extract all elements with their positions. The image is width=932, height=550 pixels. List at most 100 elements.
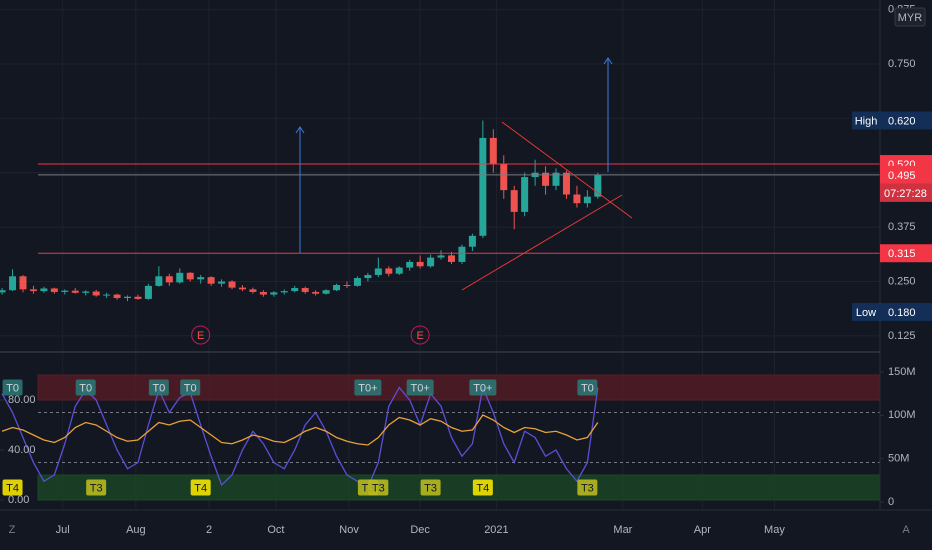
signal-label: T3 [372, 482, 385, 494]
candle-body [228, 281, 236, 288]
osc-tick-label: 0.00 [8, 494, 29, 506]
signal-label: T4 [6, 482, 19, 494]
vol-tick-label: 50M [888, 453, 909, 465]
candle-body [353, 278, 361, 286]
signal-box [577, 379, 598, 396]
x-tick-label: 2021 [484, 524, 508, 536]
signal-label: T0 [152, 382, 165, 394]
candle-body [468, 235, 476, 247]
price-tag-name-box [852, 302, 880, 321]
price-tag [880, 302, 932, 321]
countdown: 07:27:28 [884, 188, 927, 200]
x-tick-label: Apr [694, 524, 711, 536]
price-tag-name: Low [856, 307, 876, 319]
x-tick-label: May [764, 524, 785, 536]
candle-body [374, 268, 382, 275]
candle-body [238, 287, 246, 290]
oscillator-line [1, 385, 599, 489]
auto-scale-button[interactable]: A [902, 524, 910, 536]
osc-tick-label: 80.00 [8, 394, 36, 406]
candle-body [364, 274, 372, 279]
candle-body [9, 276, 17, 291]
signal-label: T0 [79, 382, 92, 394]
signal-box [406, 379, 434, 396]
currency-box[interactable] [894, 7, 926, 27]
candle-body [500, 164, 508, 191]
candle-body [521, 177, 529, 212]
oscillator-line [1, 414, 599, 446]
candle-body [124, 296, 132, 299]
signal-box [354, 379, 382, 396]
event-marker [191, 325, 211, 345]
event-label: E [416, 330, 423, 342]
candle-body [343, 284, 351, 286]
candle-body [280, 291, 288, 293]
signal-box [420, 479, 441, 496]
candle-body [218, 281, 226, 284]
signal-label: T0 [6, 382, 19, 394]
price-tag [880, 244, 932, 263]
candle-body [29, 289, 37, 292]
signal-box [148, 379, 169, 396]
candle-body [113, 294, 121, 299]
candle-body [176, 272, 184, 283]
price-tag-label: 0.180 [888, 307, 916, 319]
signal-label: T3 [424, 482, 437, 494]
arrow-head [603, 57, 613, 65]
signal-box [472, 479, 493, 496]
vol-tick-label: 100M [888, 409, 916, 421]
candle-body [40, 288, 48, 292]
x-tick-label: Oct [267, 524, 284, 536]
candle-body [19, 276, 27, 290]
candle-body [322, 290, 330, 294]
event-marker [410, 325, 430, 345]
candle-body [312, 291, 320, 294]
zoom-button[interactable]: Z [9, 524, 16, 536]
candle-body [71, 290, 79, 293]
arrow-head [295, 126, 305, 134]
price-tag-label: 0.315 [888, 248, 916, 260]
candle-body [542, 172, 550, 186]
candle-body [489, 137, 497, 165]
event-label: E [197, 330, 204, 342]
signal-box [2, 379, 23, 396]
signal-label: T4 [194, 482, 207, 494]
candle-body [144, 285, 152, 299]
signal-box [190, 479, 211, 496]
signal-label: T0+ [473, 382, 492, 394]
candle-body [458, 246, 466, 262]
candle-body [165, 276, 173, 283]
candle-body [416, 261, 424, 267]
candle-body [50, 288, 58, 292]
osc-tick-label: 40.00 [8, 444, 36, 456]
trend-line [461, 194, 623, 291]
candle-body [207, 277, 215, 284]
x-tick-label: Jul [56, 524, 70, 536]
candle-body [270, 292, 278, 295]
signal-label: T3 [581, 482, 594, 494]
axes: Jul Aug 2 Oct Nov Dec 2021 Mar Apr May 0.125 0.250 0… [8, 3, 932, 536]
candle-body [259, 291, 267, 295]
signal-label: T3 [90, 482, 103, 494]
candle-body [92, 291, 100, 296]
drawings [295, 57, 633, 291]
x-tick-label: Mar [613, 524, 632, 536]
candle-body [197, 277, 205, 280]
candle-body [427, 257, 435, 267]
signal-box [180, 379, 201, 396]
candle-body [552, 172, 560, 186]
zone [37, 374, 881, 401]
price-tag [880, 165, 932, 184]
candle-body [0, 290, 6, 293]
countdown-box [880, 183, 932, 202]
x-tick-label: Aug [126, 524, 146, 536]
signal-label: T0+ [411, 382, 430, 394]
signal-label: T0 [184, 382, 197, 394]
candle-body [249, 289, 257, 292]
candle-body [573, 194, 581, 204]
candle-body [291, 288, 299, 292]
currency: MYR [898, 12, 923, 24]
